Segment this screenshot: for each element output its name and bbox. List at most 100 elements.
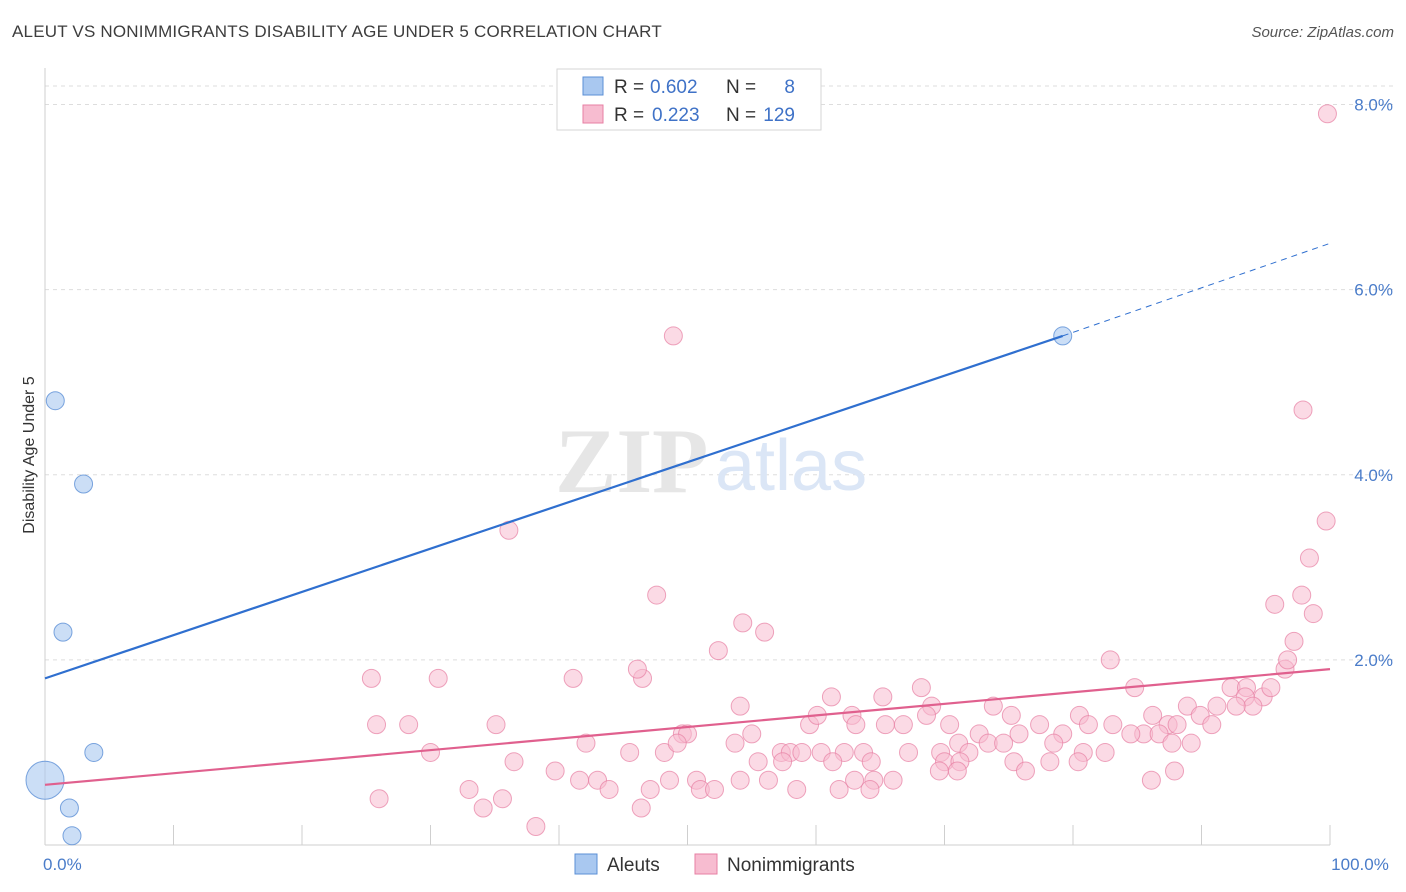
nonimmigrants-point — [667, 733, 687, 753]
legend-swatch-aleut — [582, 76, 604, 96]
nonimmigrants-point — [640, 779, 660, 799]
nonimmigrants-point — [821, 687, 841, 707]
nonimmigrants-point — [1001, 705, 1021, 725]
nonimmigrants-point — [845, 770, 865, 790]
nonimmigrants-point — [399, 715, 419, 735]
nonimmigrants-point — [1040, 752, 1060, 772]
y-tick-label: 6.0% — [1354, 281, 1393, 300]
nonimmigrants-point — [1303, 604, 1323, 624]
nonimmigrants-point — [940, 715, 960, 735]
watermark-zip: ZIP — [555, 410, 708, 512]
nonimmigrants-point — [1095, 742, 1115, 762]
bottom-legend-swatch-nonimmigrants — [694, 853, 718, 875]
nonimmigrants-points — [361, 104, 1337, 836]
x-tick-label: 100.0% — [1331, 855, 1389, 874]
nonimmigrants-point — [1100, 650, 1120, 670]
watermark: ZIP atlas — [555, 410, 867, 512]
nonimmigrants-point — [1078, 715, 1098, 735]
nonimmigrants-point — [1226, 696, 1246, 716]
nonimmigrants-point — [1284, 631, 1304, 651]
nonimmigrants-point — [459, 779, 479, 799]
nonimmigrants-point — [631, 798, 651, 818]
nonimmigrants-point — [1162, 733, 1182, 753]
legend-box: R = 0.602 N = 8 R = 0.223 N = 129 — [556, 68, 822, 131]
nonimmigrants-point — [663, 326, 683, 346]
legend-swatch-nonimmigrants — [582, 104, 604, 124]
nonimmigrants-point — [730, 770, 750, 790]
nonimmigrants-point — [660, 770, 680, 790]
nonimmigrants-point — [1243, 696, 1263, 716]
nonimmigrants-point — [1202, 715, 1222, 735]
nonimmigrants-point — [599, 779, 619, 799]
nonimmigrants-point — [846, 715, 866, 735]
nonimmigrants-point — [1143, 705, 1163, 725]
nonimmigrants-point — [473, 798, 493, 818]
nonimmigrants-point — [829, 779, 849, 799]
aleut-point — [59, 798, 79, 818]
nonimmigrants-point — [893, 715, 913, 735]
nonimmigrants-point — [361, 668, 381, 688]
y-tick-label: 4.0% — [1354, 466, 1393, 485]
nonimmigrants-point — [1103, 715, 1123, 735]
aleut-point — [25, 760, 65, 800]
nonimmigrants-point — [947, 761, 967, 781]
nonimmigrants-point — [545, 761, 565, 781]
bottom-legend-label-nonimmigrants: Nonimmigrants — [727, 855, 855, 876]
nonimmigrants-point — [367, 715, 387, 735]
nonimmigrants-point — [1317, 104, 1337, 124]
nonimmigrants-point — [725, 733, 745, 753]
nonimmigrants-point — [1141, 770, 1161, 790]
nonimmigrants-point — [1316, 511, 1336, 531]
nonimmigrants-point — [755, 622, 775, 642]
nonimmigrants-point — [742, 724, 762, 744]
bottom-legend: Aleuts Nonimmigrants — [574, 853, 855, 876]
nonimmigrants-point — [492, 789, 512, 809]
nonimmigrants-point — [704, 779, 724, 799]
legend-aleut-n-value: 8 — [784, 77, 795, 98]
nonimmigrants-point — [983, 696, 1003, 716]
legend-aleut-r-label: R = — [614, 77, 644, 98]
nonimmigrants-point — [654, 742, 674, 762]
axis-layer — [44, 68, 1330, 846]
nonimmigrants-point — [1177, 696, 1197, 716]
y-axis-title: Disability Age Under 5 — [21, 376, 38, 534]
nonimmigrants-point — [733, 613, 753, 633]
nonimmigrants-point — [627, 659, 647, 679]
nonimmigrants-point — [1293, 400, 1313, 420]
nonimmigrants-point — [1121, 724, 1141, 744]
aleut-point — [53, 622, 73, 642]
nonimmigrants-point — [421, 742, 440, 762]
aleut-point — [45, 391, 65, 411]
trend-layer — [44, 242, 1331, 786]
nonimmigrants-point — [570, 770, 590, 790]
nonimmigrants-point — [504, 752, 524, 772]
bottom-legend-label-aleuts: Aleuts — [607, 855, 660, 876]
nonimmigrants-point — [1265, 594, 1285, 614]
nonimmigrants-point — [620, 742, 640, 762]
nonimmigrants-point — [899, 742, 919, 762]
nonimmigrants-point — [730, 696, 750, 716]
aleut-point — [62, 826, 82, 846]
nonimmigrants-point — [1149, 724, 1169, 744]
nonimmigrants-point — [428, 668, 448, 688]
nonimmigrants-point — [1044, 733, 1064, 753]
nonimmigrants-point — [1278, 650, 1298, 670]
nonimmigrants-point — [526, 816, 546, 836]
nonimmigrants-point — [708, 641, 728, 661]
nonimmigrants-point — [1207, 696, 1227, 716]
nonimmigrants-point — [576, 733, 596, 753]
nonimmigrants-point — [929, 761, 949, 781]
aleut-trend-extension — [1062, 242, 1331, 337]
nonimmigrants-point — [792, 742, 812, 762]
nonimmigrants-point — [1299, 548, 1319, 568]
nonimmigrants-point — [917, 705, 937, 725]
nonimmigrants-point — [1015, 761, 1035, 781]
y-tick-label: 8.0% — [1354, 96, 1393, 115]
nonimmigrants-point — [861, 752, 881, 772]
tick-label-layer: 2.0% 4.0% 6.0% 8.0% 0.0% 100.0% — [43, 96, 1393, 874]
watermark-atlas: atlas — [715, 426, 867, 506]
x-tick-label: 0.0% — [43, 855, 82, 874]
nonimmigrants-point — [773, 752, 793, 772]
nonimmigrants-point — [486, 715, 506, 735]
